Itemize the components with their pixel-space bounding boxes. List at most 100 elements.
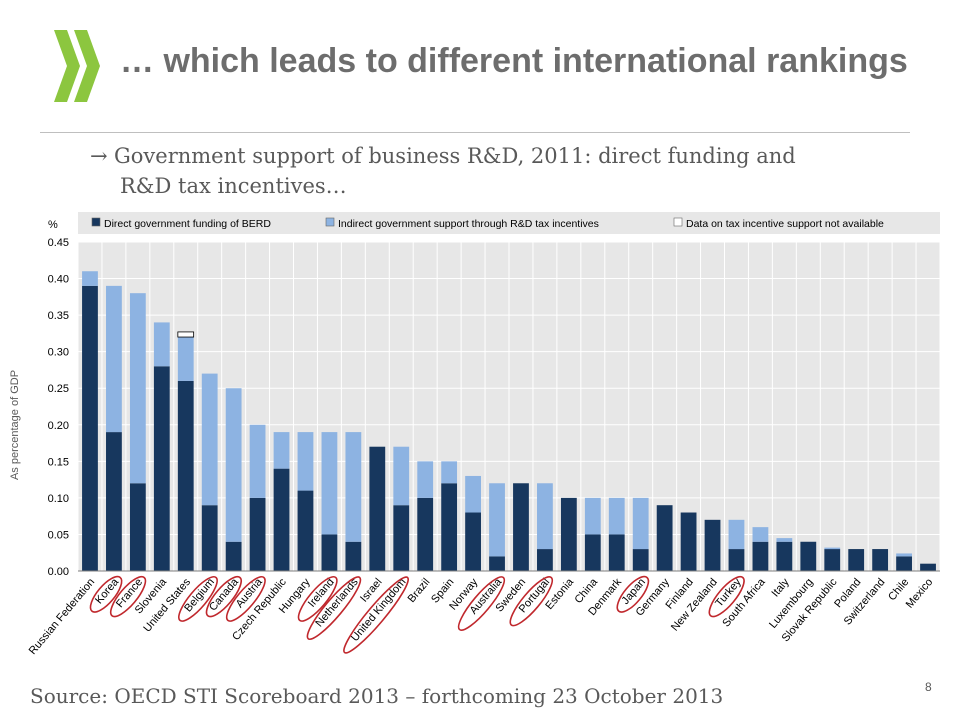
bar-segment	[321, 534, 338, 571]
bar-segment	[728, 549, 745, 571]
y-tick-label: 0.05	[48, 529, 69, 541]
bar-segment	[752, 527, 769, 542]
highlight-circle	[89, 575, 123, 613]
bar-segment	[489, 556, 505, 571]
bar-segment	[465, 512, 481, 571]
bar-segment	[489, 483, 505, 557]
source-note: Source: OECD STI Scoreboard 2013 – forth…	[30, 684, 724, 708]
legend	[78, 212, 940, 234]
legend-swatch	[91, 217, 101, 227]
page-title: … which leads to different international…	[120, 42, 908, 80]
bar-segment	[345, 541, 362, 571]
y-tick-label: 0.35	[48, 310, 69, 322]
bar-segment	[752, 541, 769, 571]
bar-segment	[920, 563, 936, 571]
bar-segment	[465, 475, 481, 513]
bar-segment	[537, 483, 553, 550]
bar-segment	[225, 541, 242, 571]
bar-segment	[656, 505, 673, 571]
bar-segment	[297, 432, 314, 491]
bar-segment	[728, 519, 745, 550]
bar-segment	[417, 497, 434, 571]
bar-segment	[704, 519, 721, 571]
legend-swatch	[325, 217, 335, 227]
subtitle: → Government support of business R&D, 201…	[90, 141, 890, 201]
y-tick-label: 0.20	[48, 420, 69, 432]
legend-label: Data on tax incentive support not availa…	[686, 218, 884, 230]
legend-label: Indirect government support through R&D …	[338, 218, 599, 230]
oecd-logo	[54, 30, 100, 102]
bar-segment	[393, 505, 410, 571]
y-tick-label: 0.00	[48, 566, 69, 578]
y-tick-label: 0.15	[48, 456, 69, 468]
x-tick-label: Mexico	[904, 576, 936, 610]
x-tick-label: Russian Federation	[27, 576, 98, 657]
y-tick-label: 0.30	[48, 347, 69, 359]
bar-segment	[273, 432, 290, 469]
highlight-circle	[509, 576, 554, 627]
bar-segment	[321, 432, 338, 535]
bar-segment	[584, 497, 601, 535]
bar-segment	[584, 534, 601, 571]
bar-segment	[800, 541, 817, 571]
subtitle-line-1: Government support of business R&D, 2011…	[114, 144, 796, 168]
bar-segment	[201, 373, 218, 506]
bar-segment	[441, 461, 458, 484]
bar-segment	[537, 549, 553, 571]
bar-segment	[82, 285, 98, 571]
bar-segment	[129, 293, 146, 484]
bar-segment	[872, 549, 889, 571]
legend-swatch	[673, 217, 683, 227]
x-tick-label: Brazil	[406, 576, 433, 605]
bar-segment	[369, 446, 386, 571]
bar-segment	[129, 483, 146, 571]
logo-stripe-left	[54, 30, 80, 102]
legend-label: Direct government funding of BERD	[104, 218, 271, 230]
arrow-icon: →	[90, 144, 108, 168]
highlight-circle	[708, 575, 745, 618]
bar-segment	[776, 538, 793, 542]
bar-segment	[177, 380, 194, 571]
bar-segment	[513, 483, 529, 571]
bar-segment	[608, 534, 625, 571]
y-tick-label: 0.25	[48, 383, 69, 395]
highlight-circle	[616, 575, 650, 613]
bar-segment	[201, 505, 218, 571]
bar-segment	[153, 366, 170, 571]
bar-segment	[824, 547, 841, 550]
bar-segment	[106, 432, 122, 571]
x-tick-label: Italy	[769, 576, 791, 600]
logo-stripe-right	[74, 30, 100, 102]
highlight-circle	[205, 575, 242, 618]
bar-segment	[177, 331, 195, 338]
bar-segment	[297, 490, 314, 571]
highlight-circle	[343, 576, 410, 654]
page-number: 8	[925, 680, 932, 694]
bar-segment	[417, 461, 434, 498]
subtitle-line-2: R&D tax incentives…	[120, 174, 347, 198]
highlight-circle	[457, 576, 506, 631]
bar-segment	[896, 553, 912, 557]
bar-segment	[82, 271, 98, 286]
bar-segment	[441, 483, 458, 571]
bar-segment	[632, 549, 649, 571]
y-tick-label: 0.45	[48, 237, 69, 249]
bar-chart: Direct government funding of BERD Indirec…	[9, 212, 941, 657]
bar-segment	[824, 549, 841, 571]
bar-segment	[225, 388, 242, 542]
bar-segment	[393, 446, 410, 506]
title-divider	[40, 132, 910, 133]
y-unit-label: %	[48, 219, 58, 231]
y-tick-label: 0.10	[48, 493, 69, 505]
bar-segment	[896, 556, 912, 571]
highlight-circle	[109, 575, 147, 618]
highlight-circle	[178, 575, 218, 622]
bar-segment	[345, 432, 362, 542]
highlight-circle	[306, 576, 362, 641]
bar-segment	[177, 337, 194, 381]
bar-segment	[273, 468, 290, 571]
bar-segment	[848, 549, 865, 571]
bar-segment	[153, 322, 170, 367]
bar-segment	[608, 497, 625, 535]
